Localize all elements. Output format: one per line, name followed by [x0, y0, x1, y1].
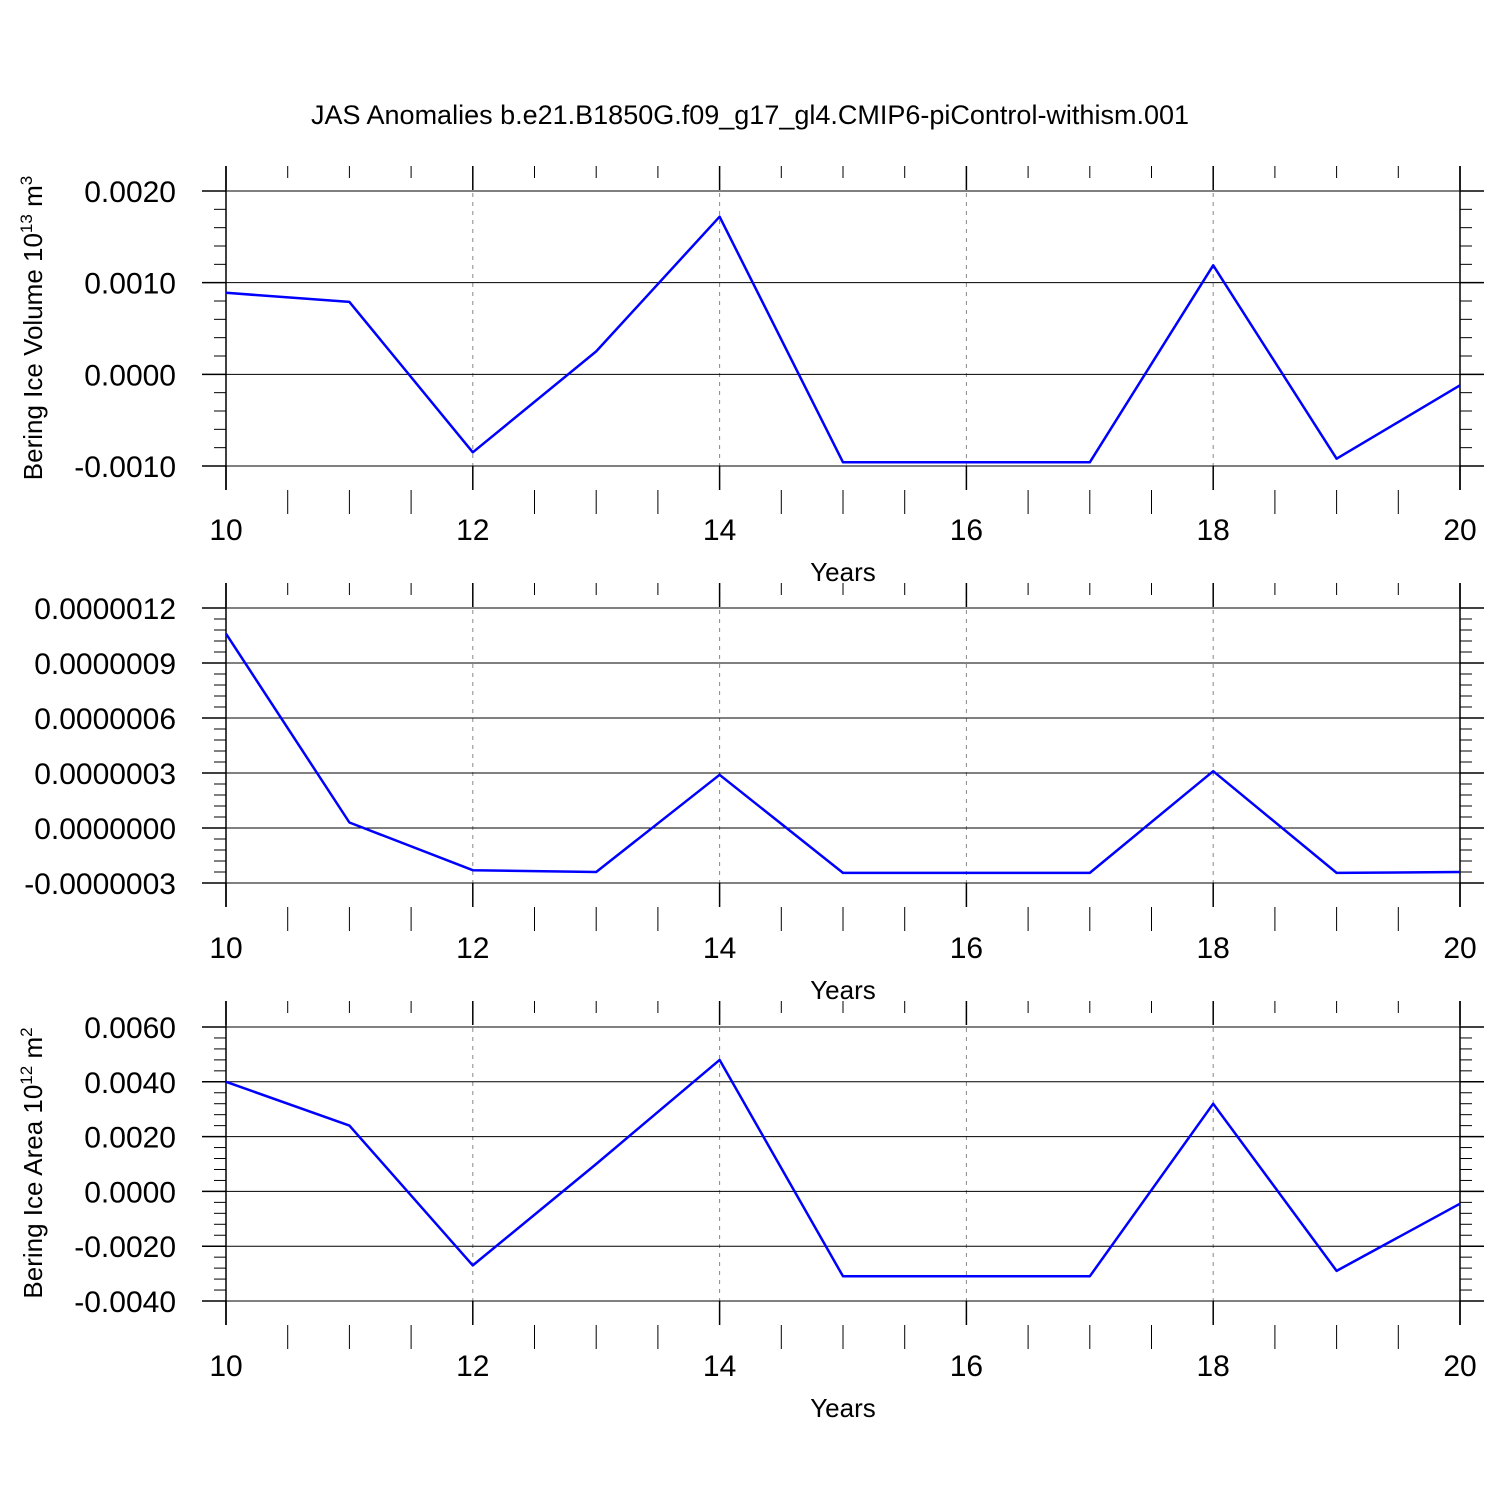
x-tick-label: 12	[456, 514, 489, 547]
x-tick-label: 20	[1443, 932, 1476, 965]
y-tick-label: 0.0000006	[34, 703, 176, 736]
x-tick-label: 12	[456, 932, 489, 965]
y-tick-label: 0.0040	[84, 1067, 176, 1100]
series-line	[224, 633, 1461, 875]
y-tick-label: 0.0000	[84, 1176, 176, 1209]
x-tick-label: 16	[950, 1350, 983, 1383]
x-tick-label: 18	[1197, 1350, 1230, 1383]
x-tick-label: 14	[703, 514, 736, 547]
y-tick-label: 0.0020	[84, 1122, 176, 1155]
x-tick-label: 10	[209, 932, 242, 965]
y-axis-label: Bering Ice Area 1012 m2	[17, 1027, 48, 1298]
x-tick-label: 18	[1197, 932, 1230, 965]
x-axis-label: Years	[810, 975, 876, 1005]
y-tick-label: 0.0020	[84, 176, 176, 209]
x-tick-label: 14	[703, 932, 736, 965]
x-tick-label: 12	[456, 1350, 489, 1383]
series-line	[225, 215, 1461, 464]
x-tick-label: 10	[209, 1350, 242, 1383]
y-tick-label: 0.0000003	[34, 758, 176, 791]
x-tick-label: 16	[950, 932, 983, 965]
x-axis-label: Years	[810, 1393, 876, 1423]
y-tick-label: 0.0010	[84, 268, 176, 301]
x-tick-label: 18	[1197, 514, 1230, 547]
series-line	[225, 1058, 1461, 1278]
y-axis-label: Bering Ice Volume 1013 m3	[17, 176, 48, 480]
chart-title: JAS Anomalies b.e21.B1850G.f09_g17_gl4.C…	[311, 100, 1189, 130]
x-tick-label: 20	[1443, 514, 1476, 547]
y-tick-label: -0.0010	[74, 451, 176, 484]
x-tick-label: 16	[950, 514, 983, 547]
y-tick-label: -0.0040	[74, 1286, 176, 1319]
y-tick-label: -0.0000003	[24, 868, 176, 901]
x-tick-label: 14	[703, 1350, 736, 1383]
x-axis-label: Years	[810, 557, 876, 587]
x-tick-label: 10	[209, 514, 242, 547]
x-tick-label: 20	[1443, 1350, 1476, 1383]
y-tick-label: 0.0060	[84, 1012, 176, 1045]
y-tick-label: -0.0020	[74, 1231, 176, 1264]
y-tick-label: 0.0000	[84, 359, 176, 392]
y-tick-label: 0.0000009	[34, 648, 176, 681]
y-tick-label: 0.0000012	[34, 593, 176, 626]
y-tick-label: 0.0000000	[34, 813, 176, 846]
